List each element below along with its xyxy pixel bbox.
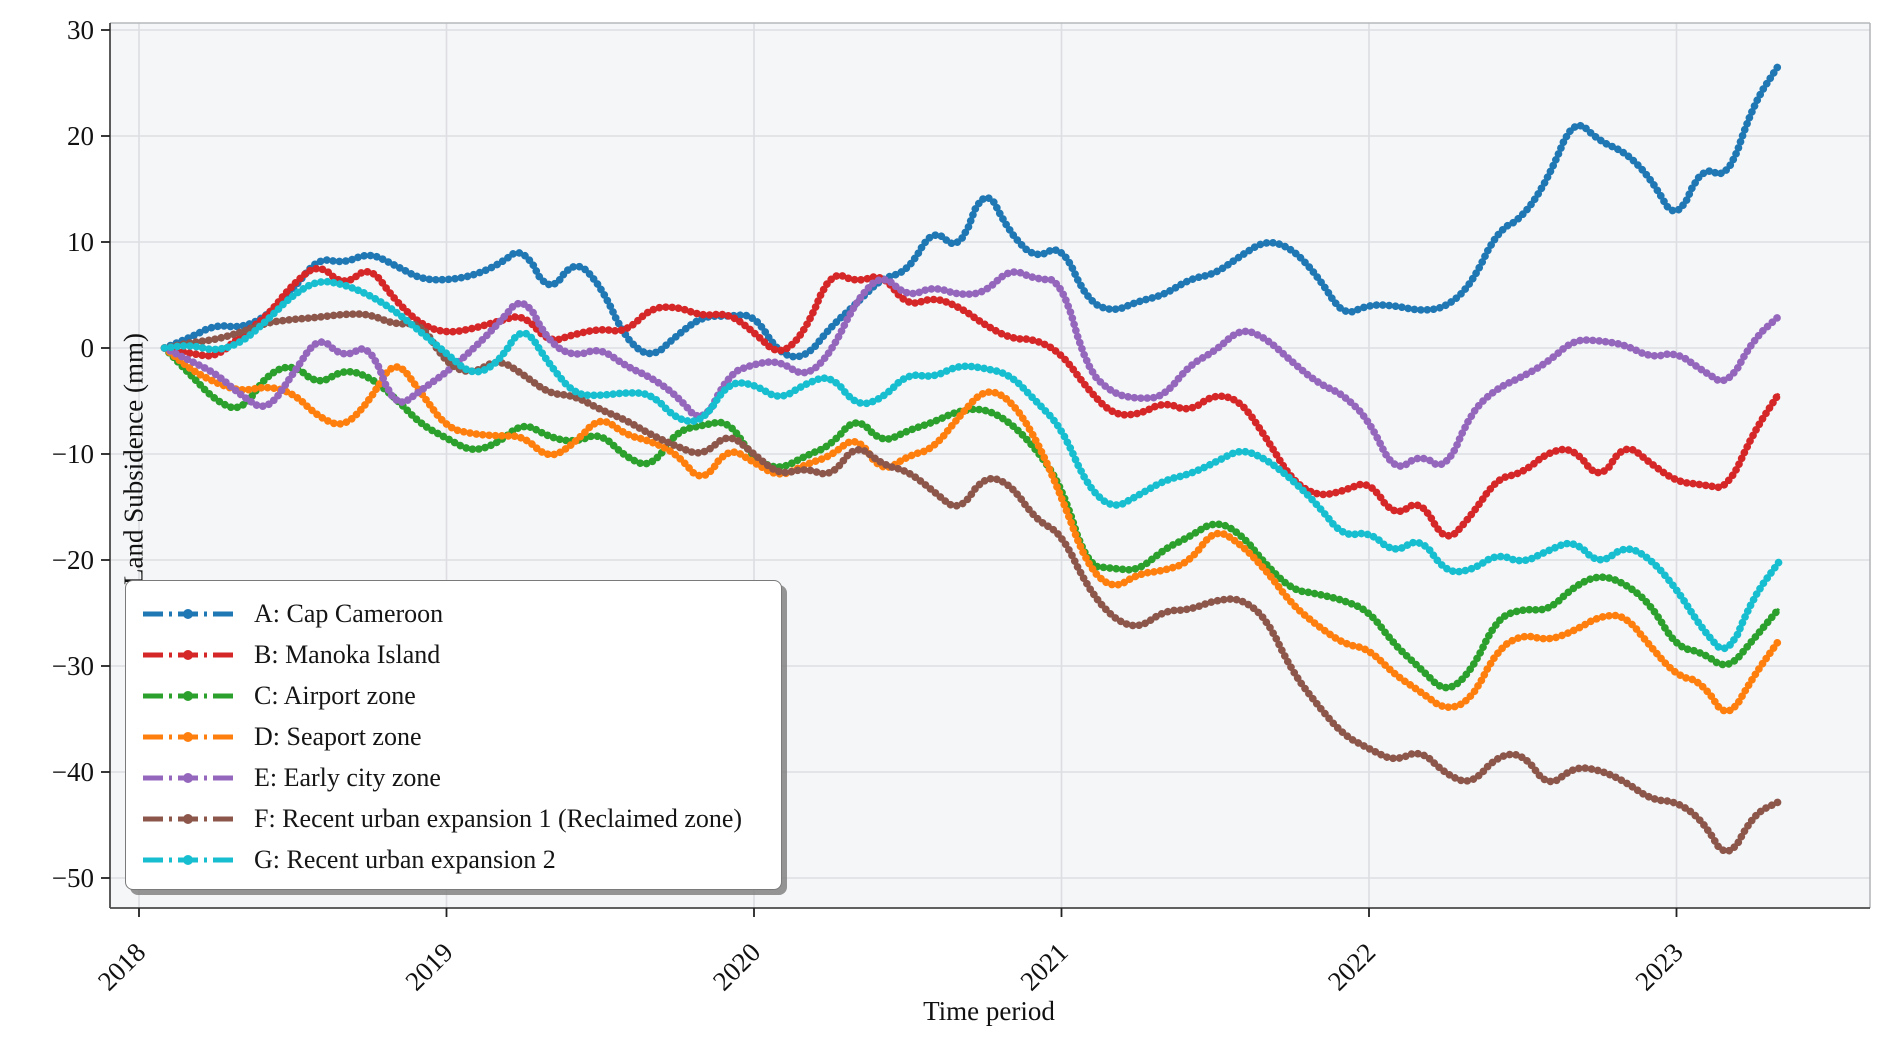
y-tick-label: 30: [67, 15, 94, 45]
y-tick-label: 0: [81, 333, 95, 363]
series-B-markers: [160, 264, 1783, 540]
y-tick-label: 20: [67, 121, 94, 151]
series-G-markers: [160, 277, 1783, 653]
legend-label-D: D: Seaport zone: [254, 721, 422, 751]
legend-swatch-G: [143, 854, 233, 865]
legend-swatch-C: [143, 690, 233, 701]
y-tick-label: −40: [52, 757, 94, 787]
x-axis-label: Time period: [923, 996, 1055, 1026]
y-tick-label: −20: [52, 545, 94, 575]
legend-swatch-F: [143, 813, 233, 824]
legend-item-G: G: Recent urban expansion 2: [140, 839, 781, 880]
legend-swatch-E: [143, 772, 233, 783]
series-A-markers: [160, 61, 1783, 361]
x-tick-label: 2019: [399, 937, 458, 996]
x-tick-label: 2018: [92, 937, 151, 996]
legend-label-A: A: Cap Cameroon: [254, 598, 444, 628]
legend-item-A: A: Cap Cameroon: [140, 593, 781, 634]
legend: A: Cap Cameroon B: Manoka Island C: Airpor…: [125, 580, 782, 890]
legend-label-B: B: Manoka Island: [254, 639, 441, 669]
legend-swatch-D: [143, 731, 233, 742]
series-D-markers: [160, 344, 1783, 715]
y-tick-label: −10: [52, 439, 94, 469]
legend-swatch-B: [143, 649, 233, 660]
series-C-markers: [160, 344, 1783, 692]
x-tick-label: 2023: [1629, 937, 1688, 996]
legend-item-B: B: Manoka Island: [140, 634, 781, 675]
legend-label-E: E: Early city zone: [254, 762, 441, 792]
series-E-markers: [160, 268, 1783, 471]
legend-label-F: F: Recent urban expansion 1 (Reclaimed z…: [254, 803, 743, 833]
legend-item-C: C: Airport zone: [140, 675, 781, 716]
x-tick-label: 2020: [707, 937, 766, 996]
legend-label-C: C: Airport zone: [254, 680, 416, 710]
y-tick-label: −50: [52, 863, 94, 893]
legend-item-F: F: Recent urban expansion 1 (Reclaimed z…: [140, 798, 781, 839]
legend-item-D: D: Seaport zone: [140, 716, 781, 757]
legend-label-G: G: Recent urban expansion 2: [254, 844, 556, 874]
y-tick-label: −30: [52, 651, 94, 681]
x-tick-label: 2022: [1322, 937, 1381, 996]
y-tick-label: 10: [67, 227, 94, 257]
x-tick-label: 2021: [1014, 937, 1073, 996]
legend-swatch-A: [143, 608, 233, 619]
y-axis-label: Land Subsidence (mm): [118, 333, 149, 585]
legend-item-E: E: Early city zone: [140, 757, 781, 798]
